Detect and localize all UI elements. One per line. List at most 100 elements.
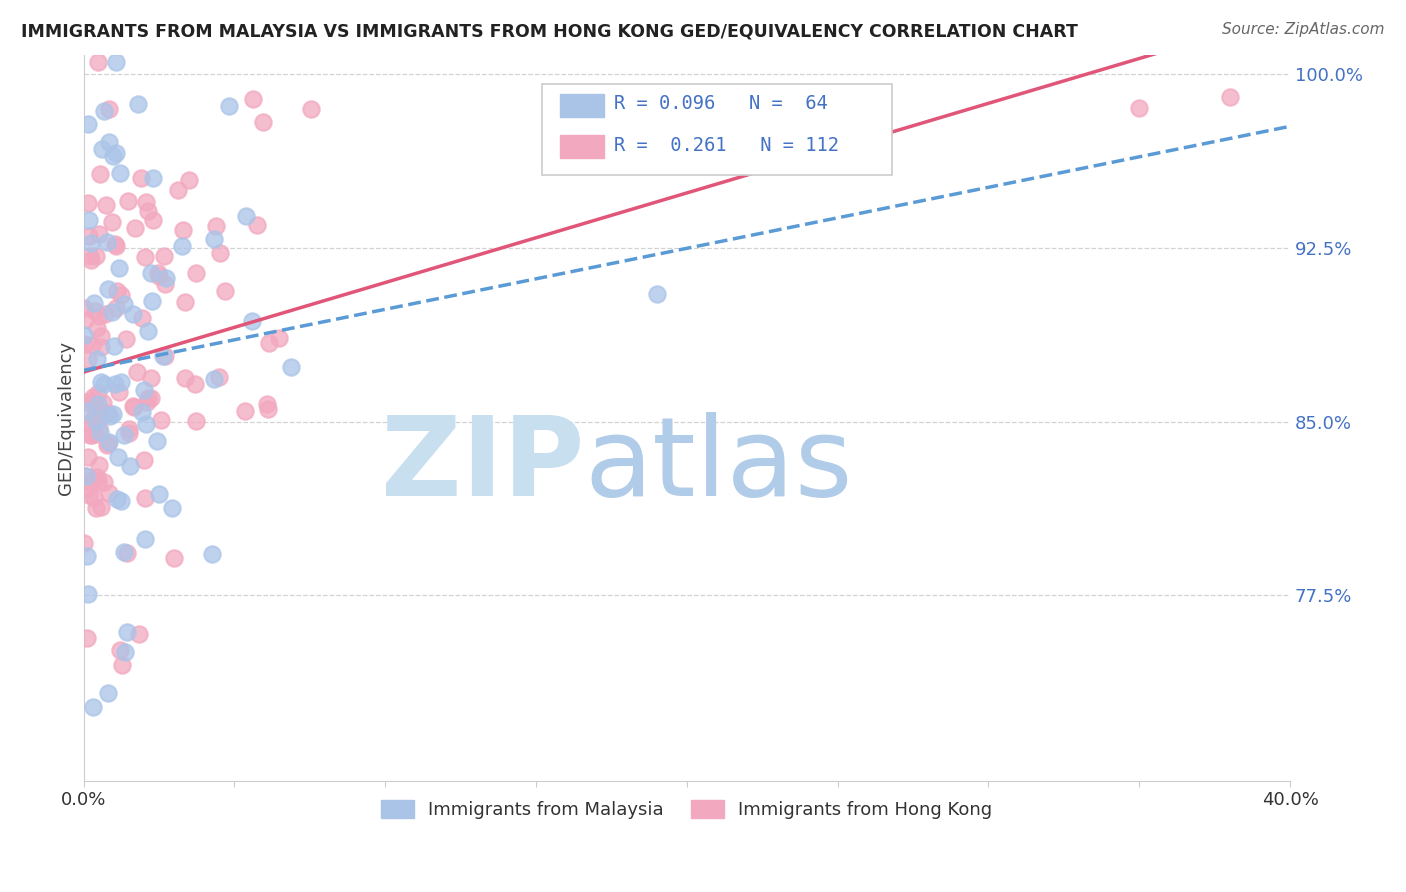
Point xyxy=(76,587,98,601)
Point xyxy=(131,310,153,325)
Point xyxy=(87,397,110,411)
Point xyxy=(104,237,127,252)
Point xyxy=(86,352,108,367)
Text: atlas: atlas xyxy=(585,412,852,519)
Point xyxy=(76,469,98,483)
Point xyxy=(97,282,120,296)
Point xyxy=(77,196,100,211)
Point xyxy=(179,172,201,186)
Point xyxy=(105,284,128,298)
Point xyxy=(148,486,170,500)
Point xyxy=(100,215,122,229)
Point xyxy=(139,371,162,385)
Point xyxy=(214,284,236,298)
Point xyxy=(148,269,170,284)
Point xyxy=(97,135,120,149)
Point xyxy=(80,252,103,267)
Point xyxy=(112,428,135,442)
Point xyxy=(93,104,115,119)
Point xyxy=(280,359,302,374)
Point xyxy=(72,301,94,315)
Point xyxy=(252,115,274,129)
Point xyxy=(208,246,231,260)
Point xyxy=(80,428,103,442)
Point xyxy=(101,407,124,421)
Point xyxy=(110,376,132,390)
Point xyxy=(73,536,96,550)
Point xyxy=(89,458,111,472)
Point xyxy=(96,438,118,452)
Point xyxy=(246,219,269,233)
Point xyxy=(117,194,139,208)
Point xyxy=(172,223,194,237)
Point xyxy=(105,301,128,316)
Point xyxy=(135,417,157,431)
Point xyxy=(150,413,173,427)
Point xyxy=(97,406,120,420)
Point xyxy=(139,266,162,280)
Point xyxy=(256,401,278,416)
Text: R = 0.096   N =  64: R = 0.096 N = 64 xyxy=(614,95,828,113)
Point xyxy=(76,352,98,367)
Point xyxy=(202,372,225,386)
Point xyxy=(110,494,132,508)
Point xyxy=(208,370,231,384)
Point xyxy=(76,481,98,495)
Point xyxy=(107,450,129,465)
Point xyxy=(94,307,117,321)
Point xyxy=(80,236,103,251)
Point xyxy=(155,270,177,285)
Point xyxy=(97,103,120,117)
Point xyxy=(152,349,174,363)
Point xyxy=(77,488,100,502)
Y-axis label: GED/Equivalency: GED/Equivalency xyxy=(58,341,75,495)
Point xyxy=(84,303,107,318)
Point xyxy=(112,544,135,558)
Point xyxy=(87,227,110,241)
Point xyxy=(75,468,97,483)
Point xyxy=(146,266,169,280)
Point xyxy=(103,149,125,163)
FancyBboxPatch shape xyxy=(560,135,603,158)
Point xyxy=(132,383,155,397)
Point xyxy=(105,55,128,70)
Point xyxy=(242,91,264,105)
Point xyxy=(142,170,165,185)
Point xyxy=(87,386,110,401)
Point xyxy=(96,235,118,249)
Point xyxy=(135,394,157,409)
Point xyxy=(87,475,110,489)
Point xyxy=(73,404,96,418)
Point xyxy=(101,304,124,318)
FancyBboxPatch shape xyxy=(541,84,891,175)
Point xyxy=(90,340,112,354)
Point xyxy=(134,491,156,505)
Point xyxy=(79,427,101,442)
Point xyxy=(79,249,101,263)
Point xyxy=(80,394,103,409)
Point xyxy=(134,532,156,546)
Point xyxy=(94,198,117,212)
Point xyxy=(127,97,149,112)
Point xyxy=(91,142,114,156)
Point xyxy=(84,426,107,441)
Point xyxy=(146,434,169,449)
Point xyxy=(1219,90,1241,104)
Point xyxy=(235,209,257,223)
Point xyxy=(86,321,108,335)
Point xyxy=(184,377,207,392)
Point xyxy=(86,470,108,484)
Text: ZIP: ZIP xyxy=(381,412,585,519)
Point xyxy=(167,183,190,197)
Point xyxy=(121,399,143,413)
Point xyxy=(186,414,208,428)
Point xyxy=(111,657,134,672)
Point xyxy=(90,329,112,343)
Point xyxy=(122,401,145,415)
Point xyxy=(132,453,155,467)
Point xyxy=(153,277,176,291)
Point xyxy=(87,309,110,323)
Point xyxy=(86,401,108,416)
Point xyxy=(103,339,125,353)
Point xyxy=(90,500,112,515)
